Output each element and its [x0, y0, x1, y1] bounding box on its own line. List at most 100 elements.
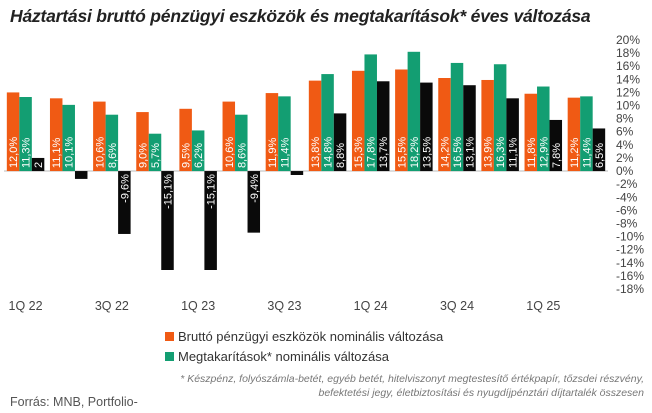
y-tick-label: 8% — [616, 112, 634, 126]
data-label: 17,8% — [366, 137, 378, 168]
bar-series-2 — [450, 62, 464, 172]
data-label: 11,9% — [267, 137, 279, 168]
data-label: 13,8% — [310, 137, 322, 168]
bar-series-3 — [506, 98, 519, 172]
legend-swatch-green — [165, 351, 174, 361]
y-tick-label: -16% — [616, 269, 644, 283]
bar-series-2 — [19, 97, 32, 172]
y-tick-label: 6% — [616, 125, 634, 139]
data-label: 10,6% — [94, 137, 106, 168]
bar-series-3 — [376, 81, 390, 172]
bar-series-2 — [148, 133, 162, 172]
data-label: 9,5% — [181, 143, 193, 168]
bar-series-3 — [118, 171, 131, 234]
bar-series-2 — [407, 51, 421, 172]
bar-series-2 — [235, 114, 248, 172]
data-label: 2 — [33, 162, 45, 168]
y-tick-label: 18% — [616, 46, 640, 60]
data-label: 13,5% — [421, 137, 433, 168]
bar-series-1 — [265, 93, 279, 172]
y-tick-label: -2% — [616, 177, 638, 191]
data-label: 16,5% — [452, 137, 464, 168]
y-tick-label: -4% — [616, 190, 638, 204]
bar-series-1 — [222, 101, 236, 172]
data-label: 11,1% — [508, 137, 520, 168]
data-label: 10,6% — [224, 137, 236, 168]
bar-series-1 — [136, 112, 149, 172]
bar-series-1 — [6, 92, 20, 172]
source-text: Forrás: MNB, Portfolio- — [10, 395, 138, 409]
bar-series-1 — [49, 98, 63, 172]
footnote: * Készpénz, folyószámla-betét, egyéb bet… — [180, 373, 644, 399]
bar-series-3 — [549, 119, 563, 172]
bar-series-1 — [395, 69, 408, 172]
legend: Bruttó pénzügyi eszközök nominális válto… — [165, 326, 443, 366]
data-label: 14,2% — [440, 137, 452, 168]
data-label: 18,2% — [409, 137, 421, 168]
data-label: 9,0% — [138, 143, 150, 168]
y-tick-label: 14% — [616, 72, 640, 86]
bar-series-3 — [463, 85, 476, 172]
x-tick-label: 3Q 23 — [267, 299, 301, 313]
legend-label-savings: Megtakarítások* nominális változása — [178, 348, 389, 364]
bar-series-3 — [204, 171, 217, 270]
y-tick-label: -12% — [616, 243, 644, 257]
x-tick-label: 3Q 24 — [440, 299, 474, 313]
data-label: 8,8% — [335, 143, 347, 168]
legend-item-savings: Megtakarítások* nominális változása — [165, 346, 443, 366]
data-label: 12,0% — [8, 137, 20, 168]
legend-swatch-orange — [165, 331, 174, 341]
data-label: 11,2% — [569, 137, 581, 168]
bar-series-3 — [31, 157, 45, 172]
y-tick-label: 20% — [616, 33, 640, 47]
data-label: 13,7% — [378, 137, 390, 168]
bar-series-3 — [74, 171, 88, 179]
data-label: 15,3% — [353, 137, 365, 168]
y-tick-label: -14% — [616, 256, 644, 270]
bar-series-1 — [179, 108, 192, 172]
x-tick-label: 1Q 22 — [9, 299, 43, 313]
data-label: 11,1% — [51, 137, 63, 168]
data-label: -15,1% — [206, 174, 218, 209]
data-label: 8,6% — [107, 143, 119, 168]
bar-series-3 — [290, 171, 304, 175]
bar-series-3 — [247, 171, 261, 233]
x-tick-label: 1Q 24 — [354, 299, 388, 313]
y-tick-label: 2% — [616, 151, 634, 165]
data-label: 12,9% — [538, 137, 550, 168]
data-label: 13,1% — [465, 137, 477, 168]
data-label: 11,8% — [526, 137, 538, 168]
data-label: -9,6% — [119, 174, 131, 203]
bar-series-1 — [567, 97, 581, 172]
y-tick-label: -6% — [616, 203, 638, 217]
bar-series-3 — [333, 113, 347, 172]
bar-series-3 — [592, 128, 606, 172]
data-label: 15,5% — [396, 137, 408, 168]
bar-series-2 — [493, 64, 507, 172]
y-tick-label: -10% — [616, 230, 644, 244]
legend-label-gross-assets: Bruttó pénzügyi eszközök nominális válto… — [178, 328, 444, 344]
bar-series-2 — [105, 114, 119, 172]
data-label: 11,4% — [581, 137, 593, 168]
chart-title: Háztartási bruttó pénzügyi eszközök és m… — [10, 6, 591, 26]
bar-series-1 — [351, 70, 365, 172]
y-tick-label: 12% — [616, 85, 640, 99]
bar-series-2 — [191, 130, 205, 172]
data-label: 11,3% — [21, 137, 33, 168]
x-tick-label: 3Q 22 — [95, 299, 129, 313]
bar-series-3 — [161, 171, 174, 270]
data-label: 11,4% — [279, 137, 291, 168]
y-tick-label: 4% — [616, 138, 634, 152]
bar-series-1 — [481, 79, 494, 172]
bar-series-2 — [580, 96, 593, 172]
bar-series-3 — [420, 82, 433, 172]
data-label: 10,1% — [64, 137, 76, 168]
y-tick-label: -18% — [616, 282, 644, 296]
bar-series-1 — [438, 78, 451, 172]
data-label: 6,5% — [594, 143, 606, 168]
bar-series-2 — [62, 104, 75, 172]
data-label: 8,6% — [236, 143, 248, 168]
data-label: 13,9% — [483, 137, 495, 168]
bar-series-1 — [524, 93, 538, 172]
